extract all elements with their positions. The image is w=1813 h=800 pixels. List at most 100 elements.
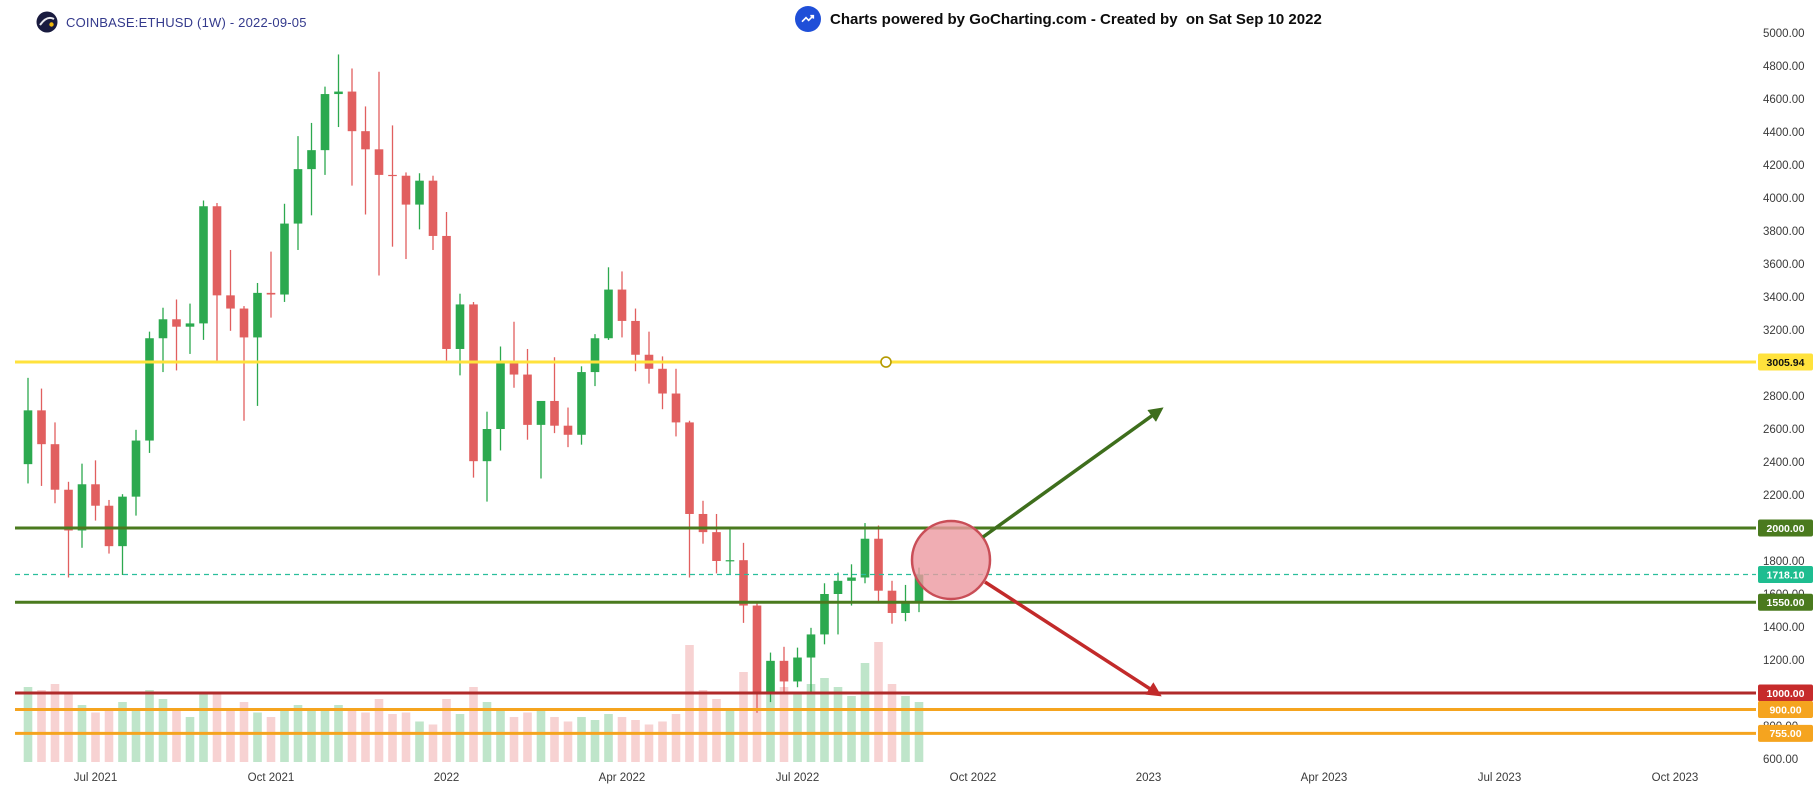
candle-body	[334, 91, 343, 95]
volume-bar	[374, 699, 384, 762]
candle-body	[914, 574, 924, 602]
price-tag[interactable]	[1758, 684, 1813, 702]
price-tag[interactable]	[1758, 701, 1813, 718]
price-tick-label: 5000.00	[1763, 28, 1805, 40]
price-tick-label: 1400.00	[1763, 622, 1805, 634]
candle-body	[847, 577, 856, 581]
candle-body	[509, 360, 519, 375]
candle-body	[307, 150, 316, 170]
volume-bar	[320, 708, 330, 762]
candle-body	[860, 538, 870, 578]
candle-body	[226, 295, 235, 309]
candle-body	[185, 323, 195, 327]
candle-body	[442, 235, 451, 349]
price-tag[interactable]	[1758, 519, 1813, 537]
candle-body	[388, 174, 397, 177]
price-tag-label: 2000.00	[1767, 523, 1805, 535]
symbol-header: COINBASE:ETHUSD (1W) - 2022-09-05	[36, 11, 307, 33]
volume-bar	[212, 693, 222, 762]
candlesticks	[23, 54, 924, 713]
volume-bar	[469, 687, 478, 762]
candle-body	[64, 489, 73, 531]
gocharting-logo-icon	[36, 11, 58, 33]
price-tag-label: 1550.00	[1767, 597, 1805, 609]
time-axis-label: Oct 2021	[248, 772, 295, 784]
candle-body	[266, 292, 276, 295]
price-tick-label: 4000.00	[1763, 193, 1805, 205]
volume-bar	[712, 699, 721, 762]
time-axis-label: Apr 2022	[599, 772, 646, 784]
candle-body	[293, 169, 303, 224]
candle-body	[172, 319, 181, 327]
price-tag-label: 1000.00	[1767, 688, 1805, 700]
time-axis-label: Oct 2023	[1652, 772, 1699, 784]
candle-body	[685, 422, 694, 514]
volume-bar	[145, 690, 154, 762]
volume-bar	[658, 721, 667, 762]
candle-body	[428, 180, 438, 236]
price-tick-label: 3600.00	[1763, 259, 1805, 271]
candle-body	[23, 410, 33, 465]
candle-body	[766, 660, 775, 694]
candle-body	[671, 393, 681, 423]
price-tag-label: 1718.10	[1767, 569, 1805, 581]
price-axis[interactable]: 5000.00 4800.00 4600.00 4400.00 4200.00 4000.…	[1763, 28, 1805, 766]
volume-bar	[887, 684, 897, 762]
volume-bar	[185, 717, 195, 762]
volume-bar	[901, 696, 910, 762]
candle-body	[199, 206, 208, 324]
price-tag[interactable]	[1758, 353, 1813, 371]
volume-bar	[37, 690, 46, 762]
price-tags: 3005.94 2000.00 1718.10 1550.00 1000.00 900.0…	[1758, 353, 1813, 742]
volume-bar	[671, 714, 681, 762]
price-tick-label: 4400.00	[1763, 127, 1805, 139]
bearish-arrow[interactable]	[984, 580, 1162, 697]
price-tag[interactable]	[1758, 566, 1813, 584]
volume-bar	[631, 720, 640, 762]
volume-bar	[577, 717, 586, 762]
price-tick-label: 4200.00	[1763, 160, 1805, 172]
gocharting-badge-icon	[795, 6, 821, 32]
bullish-arrow[interactable]	[981, 407, 1164, 539]
volume-bar	[604, 714, 613, 762]
candle-body	[415, 180, 424, 205]
highlight-circle[interactable]	[910, 519, 992, 601]
price-tick-label: 3400.00	[1763, 292, 1805, 304]
candle-body	[37, 410, 46, 445]
volume-bar	[766, 669, 775, 762]
time-axis[interactable]: Jul 2021 Oct 2021 2022 Apr 2022 Jul 2022 Oct …	[74, 772, 1699, 784]
volume-bar	[793, 693, 802, 762]
candle-body	[145, 338, 154, 441]
candle-body	[374, 149, 384, 175]
candle-body	[901, 601, 910, 613]
candle-body	[536, 400, 546, 425]
candle-body	[793, 657, 802, 682]
candle-body	[280, 223, 289, 295]
volume-bar	[698, 690, 708, 762]
candle-body	[820, 594, 829, 635]
candle-body	[806, 634, 816, 658]
candle-body	[523, 374, 532, 425]
candle-body	[550, 400, 559, 426]
price-tag-label: 755.00	[1769, 728, 1801, 740]
powered-by-text: Charts powered by GoCharting.com - Creat…	[830, 10, 1322, 28]
line-anchor-point[interactable]	[880, 356, 892, 368]
price-tick-label: 3800.00	[1763, 226, 1805, 238]
candle-body	[482, 429, 492, 462]
candle-body	[712, 532, 721, 561]
symbol-title[interactable]: COINBASE:ETHUSD (1W) - 2022-09-05	[66, 14, 307, 30]
candle-body	[752, 605, 762, 694]
price-tick-label: 600.00	[1763, 754, 1798, 766]
price-levels	[15, 360, 1756, 735]
volume-bar	[64, 693, 73, 762]
volume-bar	[509, 717, 519, 762]
powered-by-header: Charts powered by GoCharting.com - Creat…	[795, 6, 1322, 32]
volume-bar	[644, 724, 654, 762]
volume-bar	[806, 684, 816, 762]
volume-bar	[455, 714, 465, 762]
price-tick-label: 2600.00	[1763, 424, 1805, 436]
volume-bar	[725, 708, 735, 762]
price-tag[interactable]	[1758, 593, 1813, 611]
price-tag[interactable]	[1758, 724, 1813, 742]
